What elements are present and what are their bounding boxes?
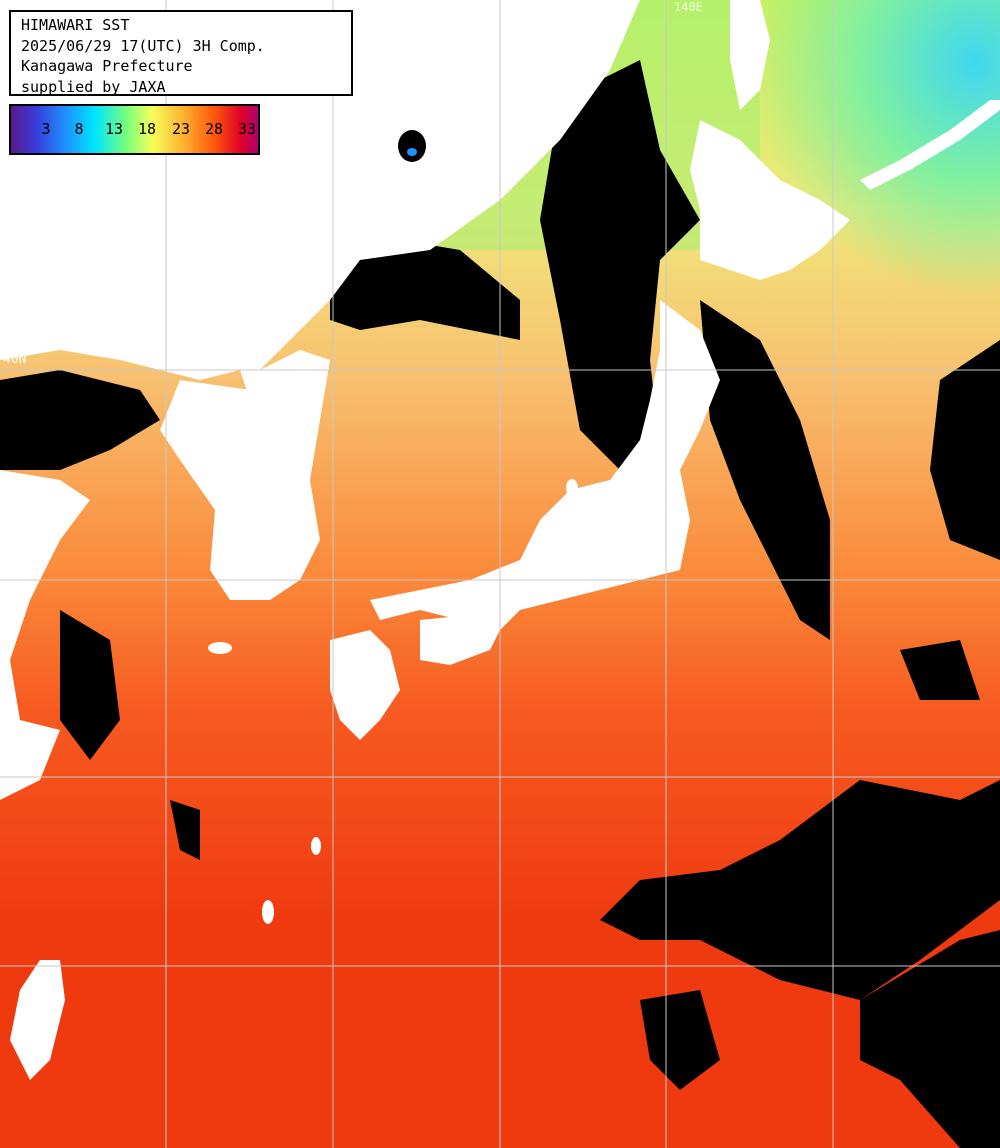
legend-tick: 28 <box>204 120 224 138</box>
title-line: HIMAWARI SST <box>21 16 130 34</box>
legend-tick: 13 <box>104 120 124 138</box>
cloud-west <box>0 370 160 470</box>
cloud-south-island <box>640 990 720 1090</box>
cloud-north-left <box>330 240 520 340</box>
land-continent-north <box>0 0 640 400</box>
info-box: HIMAWARI SST 2025/06/29 17(UTC) 3H Comp.… <box>9 10 353 96</box>
cloud-southwest <box>170 800 200 860</box>
cloud-north-central <box>540 60 700 470</box>
legend-tick: 23 <box>171 120 191 138</box>
cloud-southeast-band <box>860 930 1000 1148</box>
land-shikoku <box>420 615 500 665</box>
color-legend: 3 8 13 18 23 28 33 <box>9 104 260 155</box>
island-ulleung-center <box>407 148 417 156</box>
land-kurils <box>860 100 1000 190</box>
legend-tick: 3 <box>41 120 51 138</box>
land-kyushu <box>330 630 400 740</box>
cloud-east-mid <box>900 640 980 700</box>
lon-label-140e: 140E <box>674 0 703 14</box>
cloud-west-mid <box>60 610 120 760</box>
land-okinawa <box>262 900 274 924</box>
land-hokkaido <box>690 120 850 280</box>
legend-tick: 33 <box>237 120 257 138</box>
land-continent-west <box>0 470 90 800</box>
cloud-east-edge <box>930 340 1000 560</box>
legend-tick: 8 <box>74 120 84 138</box>
lat-label-40n: 40N <box>3 352 27 367</box>
land-sakhalin <box>730 0 770 110</box>
land-sado <box>566 479 578 497</box>
cloud-southeast-large <box>600 780 1000 1000</box>
land-taiwan <box>10 960 65 1080</box>
land-honshu <box>370 300 720 630</box>
cloud-masks <box>0 60 1000 1148</box>
region-line: Kanagawa Prefecture <box>21 57 193 75</box>
credit-line: supplied by JAXA <box>21 77 166 96</box>
island-ulleung <box>398 130 426 162</box>
cloud-east-column <box>700 300 830 640</box>
land-jeju <box>208 642 232 654</box>
land-amami <box>311 837 321 855</box>
legend-tick: 18 <box>137 120 157 138</box>
timestamp-line: 2025/06/29 17(UTC) 3H Comp. <box>21 36 265 55</box>
land-korea <box>160 350 330 600</box>
land-masses <box>0 0 1000 1080</box>
legend-labels: 3 8 13 18 23 28 33 <box>11 106 258 153</box>
